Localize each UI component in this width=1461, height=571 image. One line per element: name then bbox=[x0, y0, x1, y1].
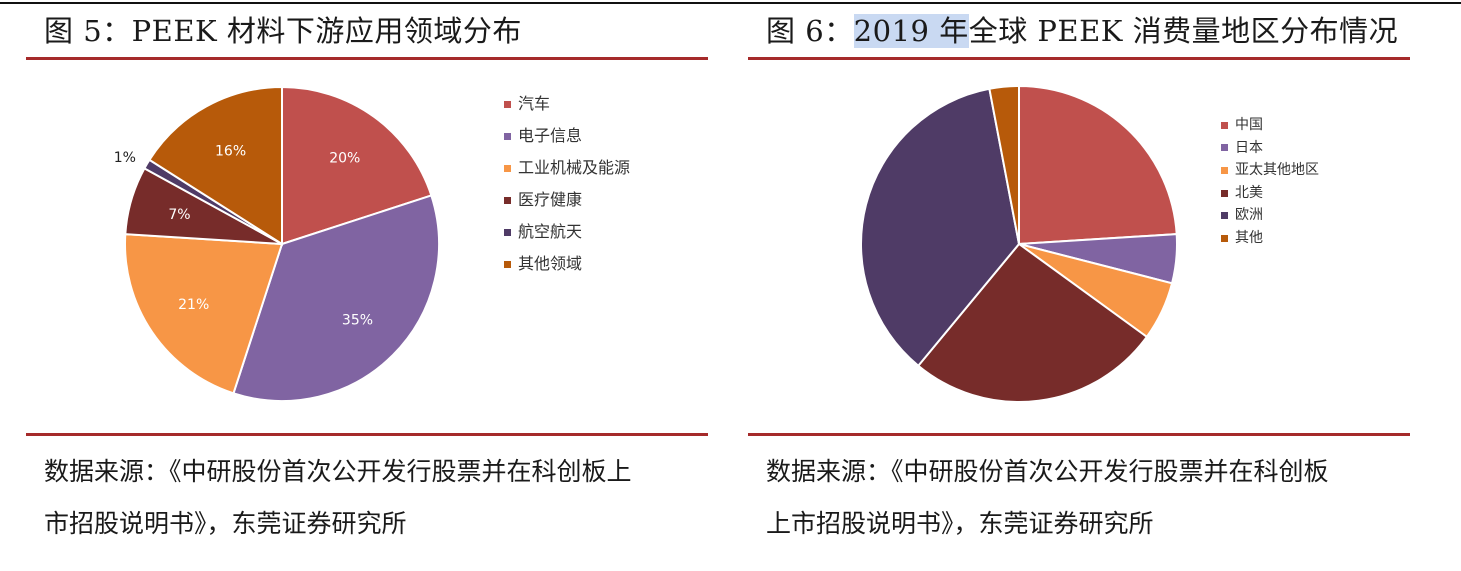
top-border-rule bbox=[0, 2, 1461, 4]
pie-data-label-6: 16% bbox=[215, 143, 246, 159]
pie-data-label-3: 21% bbox=[178, 297, 209, 313]
legend-item-3: 亚太其他地区 bbox=[1221, 159, 1319, 182]
legend-swatch bbox=[1221, 212, 1228, 220]
title-divider bbox=[748, 57, 1410, 60]
legend-item-6: 其他领域 bbox=[504, 248, 630, 280]
pie-slice-6 bbox=[148, 85, 283, 246]
legend-swatch bbox=[504, 164, 511, 172]
pie-data-label-4: 7% bbox=[168, 207, 190, 223]
legend-swatch bbox=[504, 100, 511, 108]
pie-slice-3 bbox=[124, 233, 284, 395]
legend-label: 电子信息 bbox=[518, 126, 583, 145]
legend-item-6: 其他 bbox=[1221, 227, 1319, 250]
legend-label: 工业机械及能源 bbox=[518, 158, 631, 177]
legend-swatch bbox=[504, 260, 511, 268]
figure-5-panel: 图 5：PEEK 材料下游应用领域分布 20% 35% 21% 7% 1% 16% 汽车电… bbox=[26, 0, 708, 571]
figure-6-title-rest: 全球 PEEK 消费量地区分布情况 bbox=[968, 14, 1399, 48]
pie-slice-2 bbox=[232, 194, 440, 402]
pie-slice-1 bbox=[1018, 84, 1178, 246]
pie-chart-regional-consumption bbox=[860, 84, 1178, 403]
legend-item-4: 北美 bbox=[1221, 182, 1319, 205]
source-line-2: 上市招股说明书》，东莞证券研究所 bbox=[766, 509, 1154, 538]
legend-item-2: 日本 bbox=[1221, 137, 1319, 160]
legend-item-3: 工业机械及能源 bbox=[504, 152, 630, 184]
legend-item-5: 欧洲 bbox=[1221, 204, 1319, 227]
legend-label: 医疗健康 bbox=[518, 190, 583, 209]
legend-swatch bbox=[504, 132, 511, 140]
legend-swatch bbox=[1221, 121, 1228, 129]
legend-label: 汽车 bbox=[518, 94, 551, 113]
pie-slice-4 bbox=[916, 242, 1149, 403]
legend-label: 其他领域 bbox=[518, 254, 583, 273]
pie-slice-1 bbox=[281, 85, 433, 246]
legend-regional-consumption: 中国日本亚太其他地区 北美欧洲其他 bbox=[1221, 114, 1319, 250]
legend-label: 其他 bbox=[1235, 229, 1263, 246]
legend-label: 亚太其他地区 bbox=[1235, 162, 1319, 179]
source-divider bbox=[748, 433, 1410, 436]
figure-6-title-prefix: 图 6： bbox=[766, 14, 854, 48]
legend-item-5: 航空航天 bbox=[504, 216, 630, 248]
legend-swatch bbox=[1221, 166, 1228, 174]
legend-swatch bbox=[504, 228, 511, 236]
legend-item-4: 医疗健康 bbox=[504, 184, 630, 216]
legend-label: 日本 bbox=[1235, 139, 1263, 156]
legend-item-1: 中国 bbox=[1221, 114, 1319, 137]
figure-6-title-highlight: 2019 年 bbox=[853, 14, 969, 48]
legend-label: 欧洲 bbox=[1235, 207, 1263, 224]
figure-6-panel: 图 6：2019 年全球 PEEK 消费量地区分布情况 中国日本亚太其他地区 北美… bbox=[748, 0, 1410, 571]
legend-downstream-applications: 汽车电子信息工业机械及能源 医疗健康航空航天其他领域 bbox=[504, 88, 630, 280]
figure-5-title: 图 5：PEEK 材料下游应用领域分布 bbox=[44, 14, 522, 48]
source-divider bbox=[26, 433, 708, 436]
pie-data-label-2: 35% bbox=[342, 312, 373, 328]
legend-label: 航空航天 bbox=[518, 222, 583, 241]
pie-data-label-1: 20% bbox=[329, 151, 360, 167]
figure-6-source: 数据来源：《中研股份首次公开发行股票并在科创板 上市招股说明书》，东莞证券研究所 bbox=[766, 446, 1329, 550]
legend-label: 中国 bbox=[1235, 117, 1263, 133]
figure-6-title: 图 6：2019 年全球 PEEK 消费量地区分布情况 bbox=[766, 8, 1398, 50]
source-line-2: 市招股说明书》，东莞证券研究所 bbox=[44, 509, 407, 538]
source-line-1: 数据来源：《中研股份首次公开发行股票并在科创板 bbox=[766, 457, 1329, 486]
source-line-1: 数据来源：《中研股份首次公开发行股票并在科创板上 bbox=[44, 457, 632, 486]
legend-swatch bbox=[1221, 234, 1228, 242]
figure-5-source: 数据来源：《中研股份首次公开发行股票并在科创板上 市招股说明书》，东莞证券研究所 bbox=[44, 446, 632, 550]
pie-data-label-5: 1% bbox=[114, 150, 136, 166]
legend-label: 北美 bbox=[1235, 184, 1263, 201]
title-divider bbox=[26, 57, 708, 60]
legend-swatch bbox=[1221, 189, 1228, 197]
pie-slice-6 bbox=[988, 84, 1020, 245]
legend-swatch bbox=[1221, 144, 1228, 152]
pie-slice-5 bbox=[860, 87, 1021, 368]
pie-chart-downstream-applications: 20% 35% 21% 7% 1% 16% bbox=[114, 85, 440, 402]
legend-item-2: 电子信息 bbox=[504, 120, 630, 152]
legend-item-1: 汽车 bbox=[504, 88, 630, 120]
legend-swatch bbox=[504, 196, 511, 204]
